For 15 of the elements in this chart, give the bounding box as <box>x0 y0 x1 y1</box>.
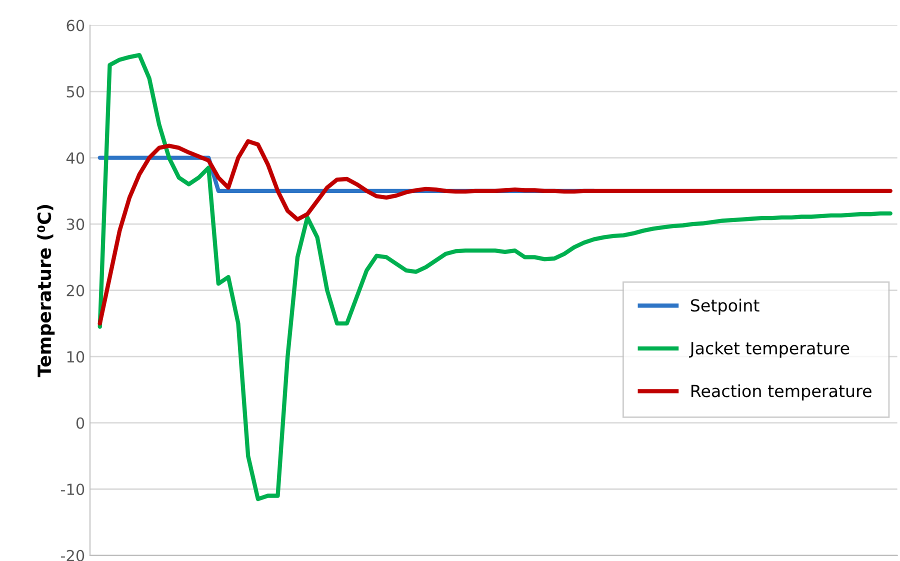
line-series <box>98 139 892 326</box>
legend-label: Setpoint <box>690 298 760 315</box>
y-tick-label: 30 <box>66 218 84 230</box>
y-tick-label: 60 <box>66 20 84 32</box>
y-tick-label: 50 <box>66 86 84 98</box>
y-axis-title: Temperature (⁰C) <box>37 204 55 378</box>
legend-label: Jacket temperature <box>689 342 850 358</box>
y-tick-label: 10 <box>67 351 84 363</box>
y-tick-label: 20 <box>66 284 84 296</box>
y-tick-label: 40 <box>66 152 84 164</box>
legend-label: Reaction temperature <box>692 384 872 401</box>
y-tick-label: -10 <box>60 484 84 496</box>
y-tick-label: 0 <box>76 417 84 429</box>
line-series <box>98 52 892 502</box>
y-tick-label: -20 <box>60 550 84 561</box>
